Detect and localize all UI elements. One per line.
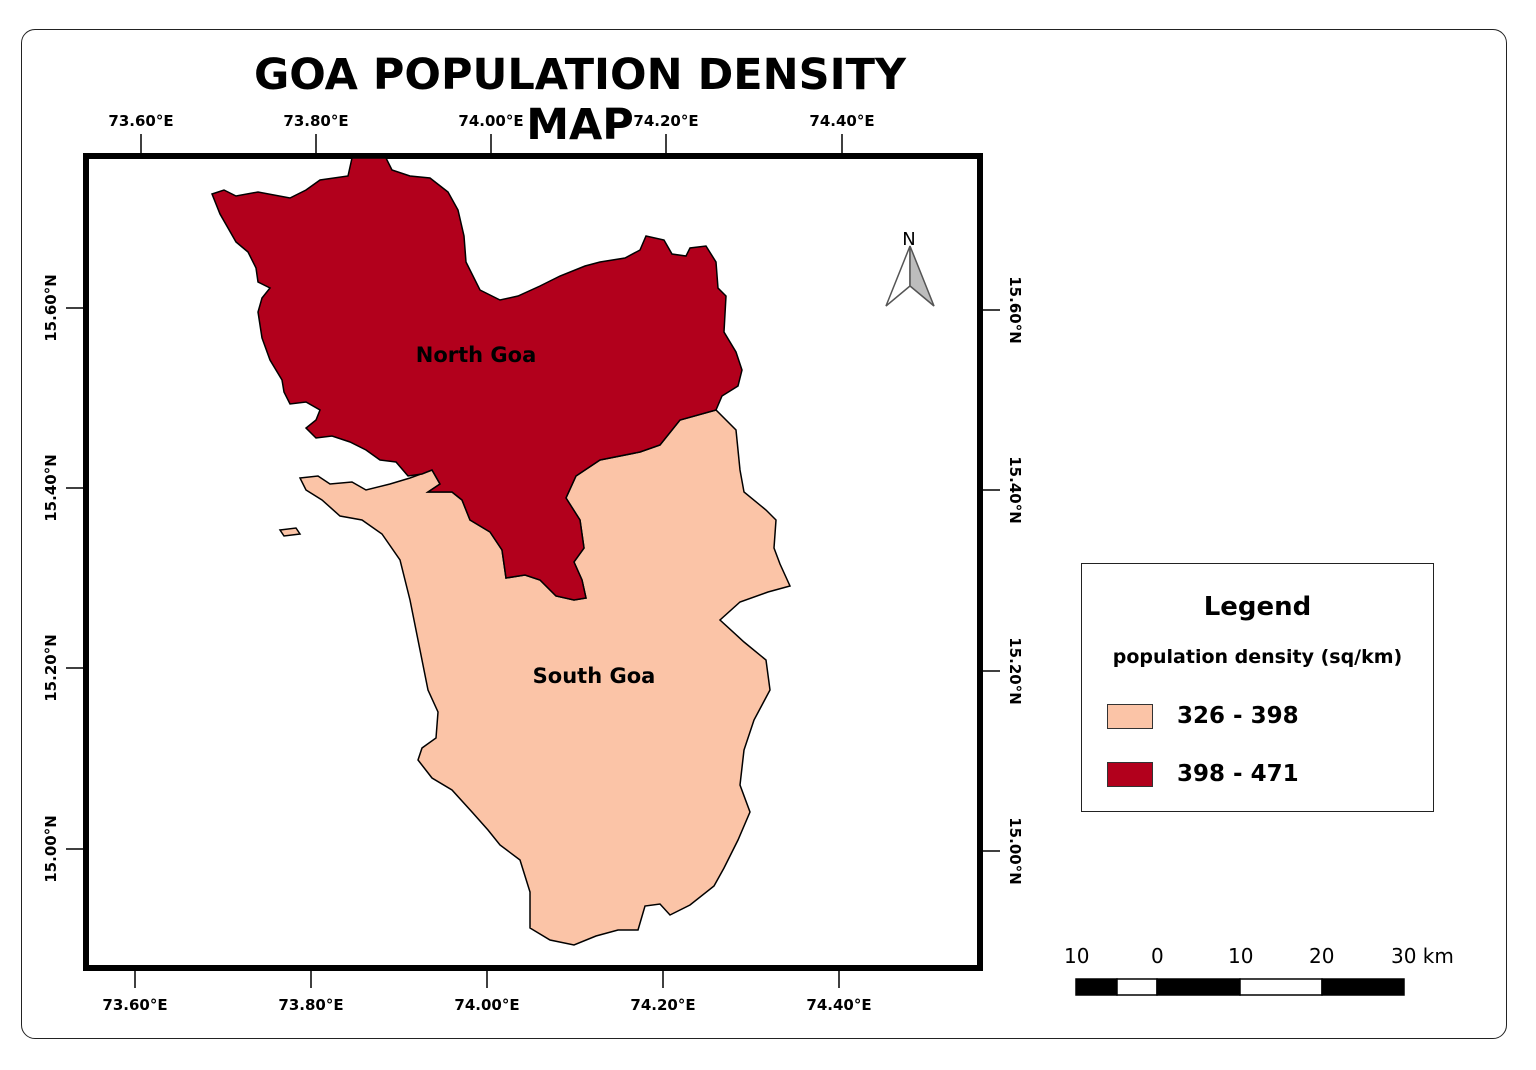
bottom-lon-label: 74.20°E <box>630 996 695 1014</box>
outer-frame <box>21 29 1507 1039</box>
legend-subtitle: population density (sq/km) <box>1112 646 1403 668</box>
legend-item: 398 - 471 <box>1107 760 1299 788</box>
top-lon-label: 73.80°E <box>283 112 348 130</box>
legend-item-label: 326 - 398 <box>1177 703 1299 729</box>
top-lon-label: 74.40°E <box>809 112 874 130</box>
scale-label: 10 <box>1228 944 1254 968</box>
top-longitude-axis: 73.60°E 73.80°E 74.00°E 74.20°E 74.40°E <box>108 112 875 156</box>
scale-label: 10 <box>1064 944 1090 968</box>
scale-segment <box>1321 978 1405 996</box>
right-lat-label: 15.60°N <box>1006 276 1024 344</box>
scale-bar <box>1075 978 1405 996</box>
left-lat-label: 15.20°N <box>42 634 60 702</box>
left-latitude-axis: 15.60°N 15.40°N 15.20°N 15.00°N <box>42 274 86 883</box>
bottom-longitude-axis: 73.60°E 73.80°E 74.00°E 74.20°E 74.40°E <box>102 968 872 1014</box>
right-lat-label: 15.00°N <box>1006 817 1024 885</box>
legend-title: Legend <box>1203 592 1312 622</box>
legend-swatch-high <box>1107 761 1153 787</box>
legend-swatch-low <box>1107 703 1153 729</box>
legend-item-label: 398 - 471 <box>1177 761 1299 787</box>
top-lon-label: 74.20°E <box>633 112 698 130</box>
scale-segment <box>1116 978 1158 996</box>
top-lon-label: 73.60°E <box>108 112 173 130</box>
label-north-goa: North Goa <box>416 343 537 367</box>
bottom-lon-label: 73.80°E <box>278 996 343 1014</box>
bottom-lon-label: 74.00°E <box>454 996 519 1014</box>
right-lat-label: 15.40°N <box>1006 456 1024 524</box>
scale-segment <box>1075 978 1118 996</box>
left-lat-label: 15.60°N <box>42 274 60 342</box>
right-latitude-axis: 15.60°N 15.40°N 15.20°N 15.00°N <box>980 276 1024 885</box>
legend: Legend population density (sq/km) 326 - … <box>1081 563 1434 812</box>
region-north-goa <box>211 157 743 601</box>
bottom-lon-label: 73.60°E <box>102 996 167 1014</box>
bottom-lon-label: 74.40°E <box>806 996 871 1014</box>
scale-label: 30 km <box>1391 944 1454 968</box>
scale-label: 0 <box>1151 944 1164 968</box>
label-south-goa: South Goa <box>533 664 656 688</box>
legend-item: 326 - 398 <box>1107 702 1299 730</box>
scale-segment <box>1239 978 1323 996</box>
north-arrow-icon: N <box>885 229 935 307</box>
left-lat-label: 15.00°N <box>42 815 60 883</box>
north-arrow-label: N <box>902 229 915 250</box>
right-lat-label: 15.20°N <box>1006 637 1024 705</box>
left-lat-label: 15.40°N <box>42 454 60 522</box>
map-title: GOA POPULATION DENSITY MAP <box>253 50 907 150</box>
scale-segment <box>1156 978 1241 996</box>
scale-label: 20 <box>1309 944 1335 968</box>
top-lon-label: 74.00°E <box>458 112 523 130</box>
